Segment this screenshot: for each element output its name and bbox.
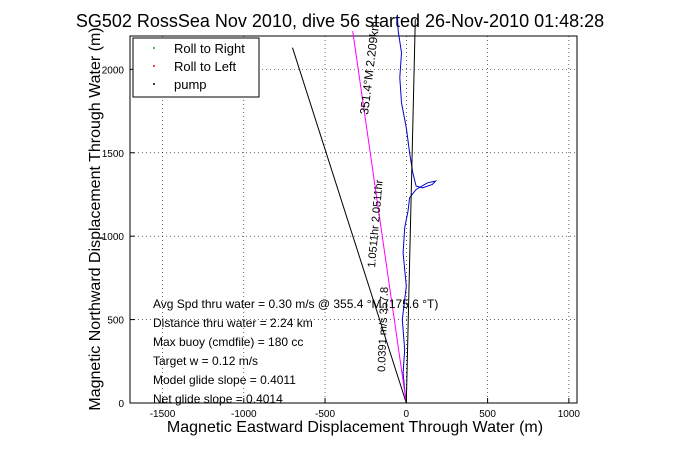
legend-label: pump: [174, 77, 207, 92]
stat-line: Model glide slope = 0.4011: [153, 373, 296, 387]
stat-line: Distance thru water = 2.24 km: [153, 316, 313, 330]
legend-label: Roll to Right: [174, 41, 245, 56]
x-tick-label: -1000: [231, 409, 257, 420]
stat-line: Target w = 0.12 m/s: [153, 354, 258, 368]
series-layer: [292, 15, 438, 404]
stat-line: Net glide slope = 0.4014: [153, 392, 283, 406]
legend-marker: [153, 65, 155, 67]
series-track: [396, 15, 438, 404]
legend-marker: [153, 83, 155, 85]
y-tick-label: 1000: [102, 232, 125, 243]
y-tick-label: 500: [107, 316, 124, 327]
legend-marker: [153, 47, 155, 49]
x-tick-label: 0: [404, 409, 410, 420]
x-tick-label: -1500: [150, 409, 176, 420]
y-tick-label: 0: [118, 399, 124, 410]
stat-line: Max buoy (cmdfile) = 180 cc: [153, 335, 303, 349]
legend-label: Roll to Left: [174, 59, 237, 74]
current-annotation: 0.0391 m/s 357.8: [376, 287, 391, 372]
grid-lines: [130, 36, 577, 404]
series-current-line: [405, 19, 416, 404]
x-tick-label: -500: [315, 409, 335, 420]
legend: Roll to Right Roll to Left pump: [132, 37, 260, 98]
y-axis-label: Magnetic Northward Displacement Through …: [87, 27, 104, 410]
x-tick-label: 1000: [558, 409, 581, 420]
axis-ticks: -1500 -1000 -500 0 500 1000 0 500 1000 1500 2000: [102, 65, 581, 420]
y-tick-label: 1500: [102, 149, 125, 160]
legend-entries: Roll to Right Roll to Left pump: [153, 41, 245, 92]
x-axis-label: Magnetic Eastward Displacement Through W…: [167, 419, 543, 436]
stat-line: Avg Spd thru water = 0.30 m/s @ 355.4 °M…: [153, 297, 438, 311]
stats-annotations: Avg Spd thru water = 0.30 m/s @ 355.4 °M…: [153, 297, 438, 406]
y-tick-label: 2000: [102, 65, 125, 76]
chart-title: SG502 RossSea Nov 2010, dive 56 started …: [76, 11, 604, 31]
series-heading-line: [292, 47, 407, 404]
series-course-line: [352, 30, 407, 404]
x-tick-label: 500: [479, 409, 496, 420]
